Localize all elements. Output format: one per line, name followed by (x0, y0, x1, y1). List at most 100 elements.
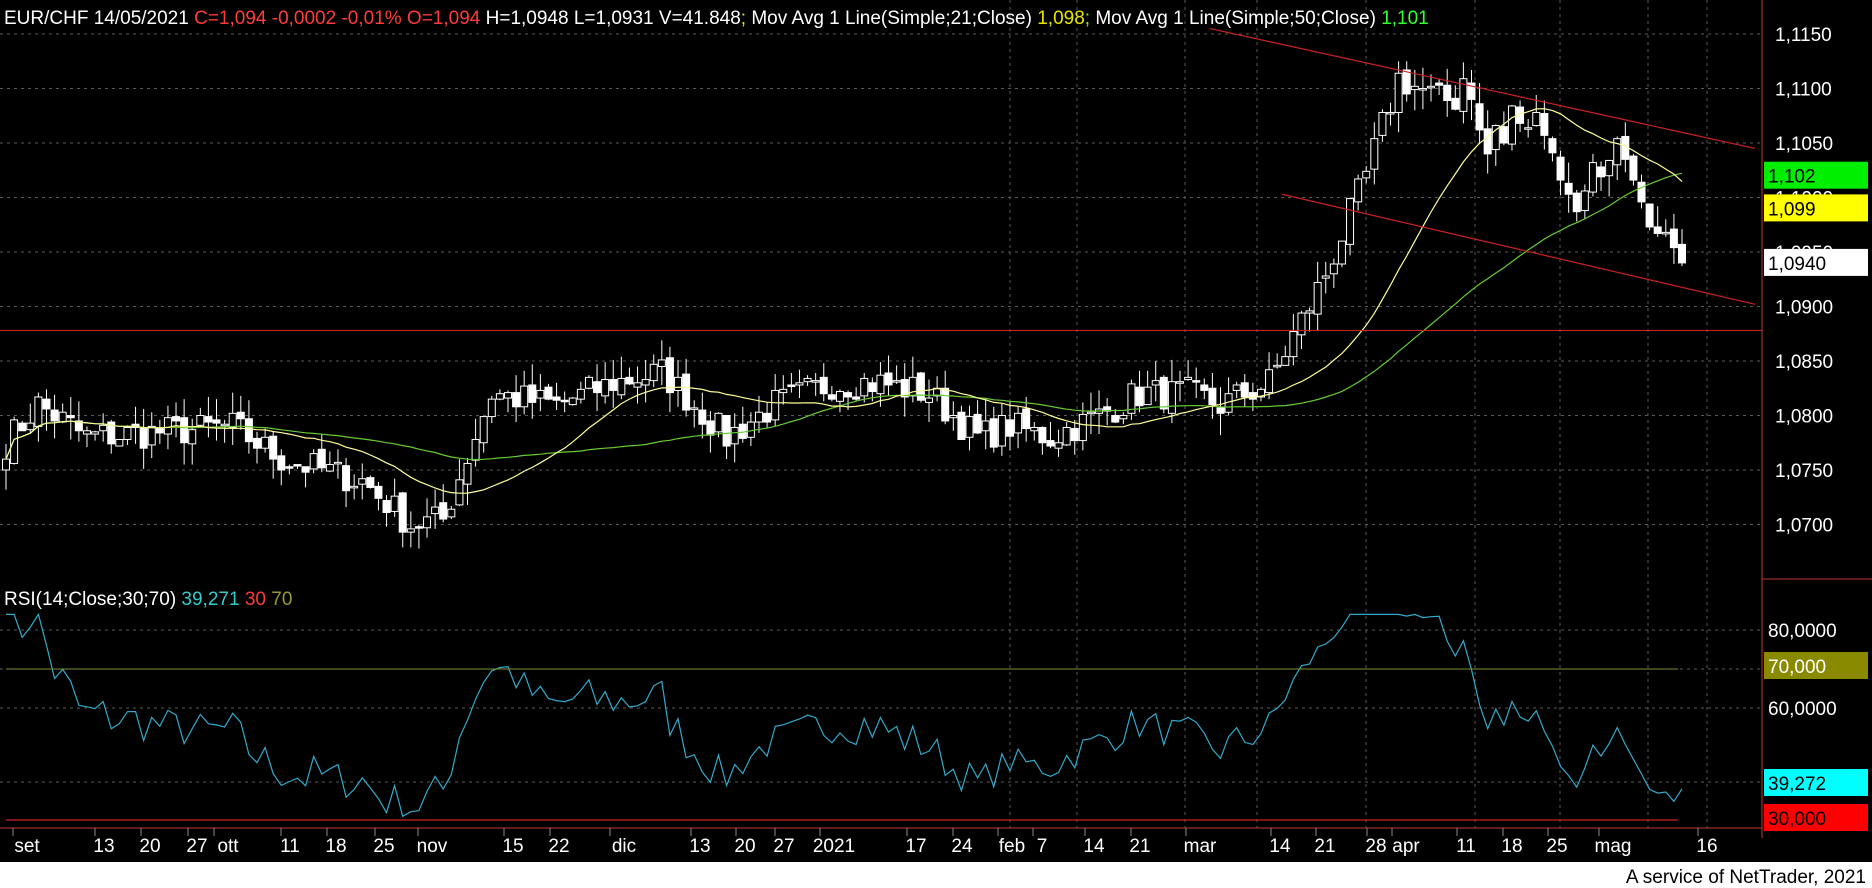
candle-body (1127, 383, 1136, 414)
ma50-line (5, 172, 1683, 461)
rsi-tag (1764, 769, 1868, 796)
candle-body (285, 466, 294, 469)
candle-body (1354, 178, 1363, 203)
candle-body (763, 412, 772, 423)
x-tick-label: set (14, 836, 40, 857)
candle-body (706, 420, 715, 436)
x-tick-label: 17 (905, 836, 926, 857)
candle-body (301, 466, 310, 473)
title-part: Mov Avg 1 Line(Simple;21;Close) (751, 8, 1037, 29)
y-tick-label: 1,1150 (1775, 25, 1832, 46)
candle-body (91, 431, 100, 435)
candle-body (1605, 159, 1614, 177)
candle-body (1111, 415, 1120, 423)
candle-body (641, 379, 650, 386)
x-tick-label: feb (999, 836, 1025, 857)
price-tag-label: 1,099 (1768, 199, 1816, 220)
rsi-chart-title: RSI(14;Close;30;70) 39,271 30 70 (4, 589, 292, 610)
title-part: ; (1085, 8, 1096, 29)
rsi-tag-label: 39,272 (1768, 774, 1826, 795)
candle-body (1022, 408, 1031, 430)
candle-body (34, 396, 43, 427)
candle-body (1337, 240, 1346, 265)
candle-body (690, 407, 699, 410)
x-tick-label: 13 (93, 836, 114, 857)
candle-body (10, 419, 19, 464)
x-tick-label: ott (217, 836, 239, 857)
candle-body (503, 392, 512, 399)
candle-body (495, 393, 504, 400)
candle-body (892, 380, 901, 383)
candle-body (617, 377, 626, 396)
candle-body (293, 464, 302, 467)
candle-body (1151, 380, 1160, 386)
candle-body (1678, 243, 1686, 264)
rsi-line (6, 612, 1683, 818)
candle-body (1540, 113, 1549, 136)
candle-body (1483, 128, 1492, 155)
candle-body (1143, 386, 1152, 406)
candle-body (1135, 386, 1144, 407)
candle-body (779, 388, 788, 394)
x-tick-label: 15 (502, 836, 523, 857)
candle-body (220, 423, 229, 427)
candle-body (261, 436, 270, 449)
candle-body (99, 424, 108, 432)
rsi-tag-label: 70,000 (1768, 657, 1826, 678)
candle-body (754, 411, 763, 423)
candle-body (1362, 170, 1371, 179)
title-part: 30 (240, 589, 266, 610)
candle-body (1645, 203, 1654, 228)
candle-body (107, 421, 116, 445)
price-chart-title: EUR/CHF 14/05/2021 C=1,094 -0,0002 -0,01… (4, 8, 1429, 29)
rsi-pane (6, 612, 1683, 821)
title-part: 70 (266, 589, 292, 610)
candle-body (682, 373, 691, 411)
rsi-tag (1764, 652, 1868, 679)
candle-body (512, 392, 521, 408)
candle-body (973, 413, 982, 434)
candle-body (309, 453, 318, 470)
candle-body (204, 416, 213, 423)
candle-body (908, 376, 917, 397)
candle-body (123, 426, 132, 440)
candle-body (544, 386, 553, 400)
candle-body (852, 396, 861, 400)
candle-body (317, 448, 326, 469)
candle-body (827, 394, 836, 400)
footer-background (0, 862, 1872, 888)
candle-body (1321, 275, 1330, 279)
x-tick-label: nov (417, 836, 448, 857)
candle-body (989, 418, 998, 448)
candle-body (1038, 426, 1047, 444)
x-tick-label: 2021 (813, 836, 855, 857)
x-tick-label: 7 (1037, 836, 1048, 857)
price-tag-label: 1,0940 (1768, 254, 1826, 275)
candle-body (325, 464, 334, 472)
x-tick-label: 28 (1365, 836, 1386, 857)
title-part: 39,271 (181, 589, 239, 610)
candle-body (479, 416, 488, 444)
rsi-tag (1764, 804, 1868, 831)
candle-body (66, 415, 75, 419)
candle-body (876, 374, 885, 395)
candle-body (528, 384, 537, 403)
candle-body (26, 422, 35, 431)
candle-body (277, 455, 286, 471)
price-tag (1764, 248, 1868, 276)
candle-body (844, 392, 853, 398)
candle-body (350, 485, 359, 489)
candle-body (568, 397, 577, 406)
candle-body (1256, 388, 1265, 398)
candle-body (965, 416, 974, 438)
candle-body (957, 411, 966, 440)
candle-body (884, 372, 893, 386)
candle-body (58, 411, 67, 423)
channel-upper-line (1209, 27, 1756, 150)
title-part: H=1,0948 L=1,0931 V=41.848 (486, 8, 741, 29)
candle-body (916, 372, 925, 401)
candle-body (868, 382, 877, 393)
candle-body (382, 500, 391, 514)
candle-body (1507, 105, 1516, 145)
